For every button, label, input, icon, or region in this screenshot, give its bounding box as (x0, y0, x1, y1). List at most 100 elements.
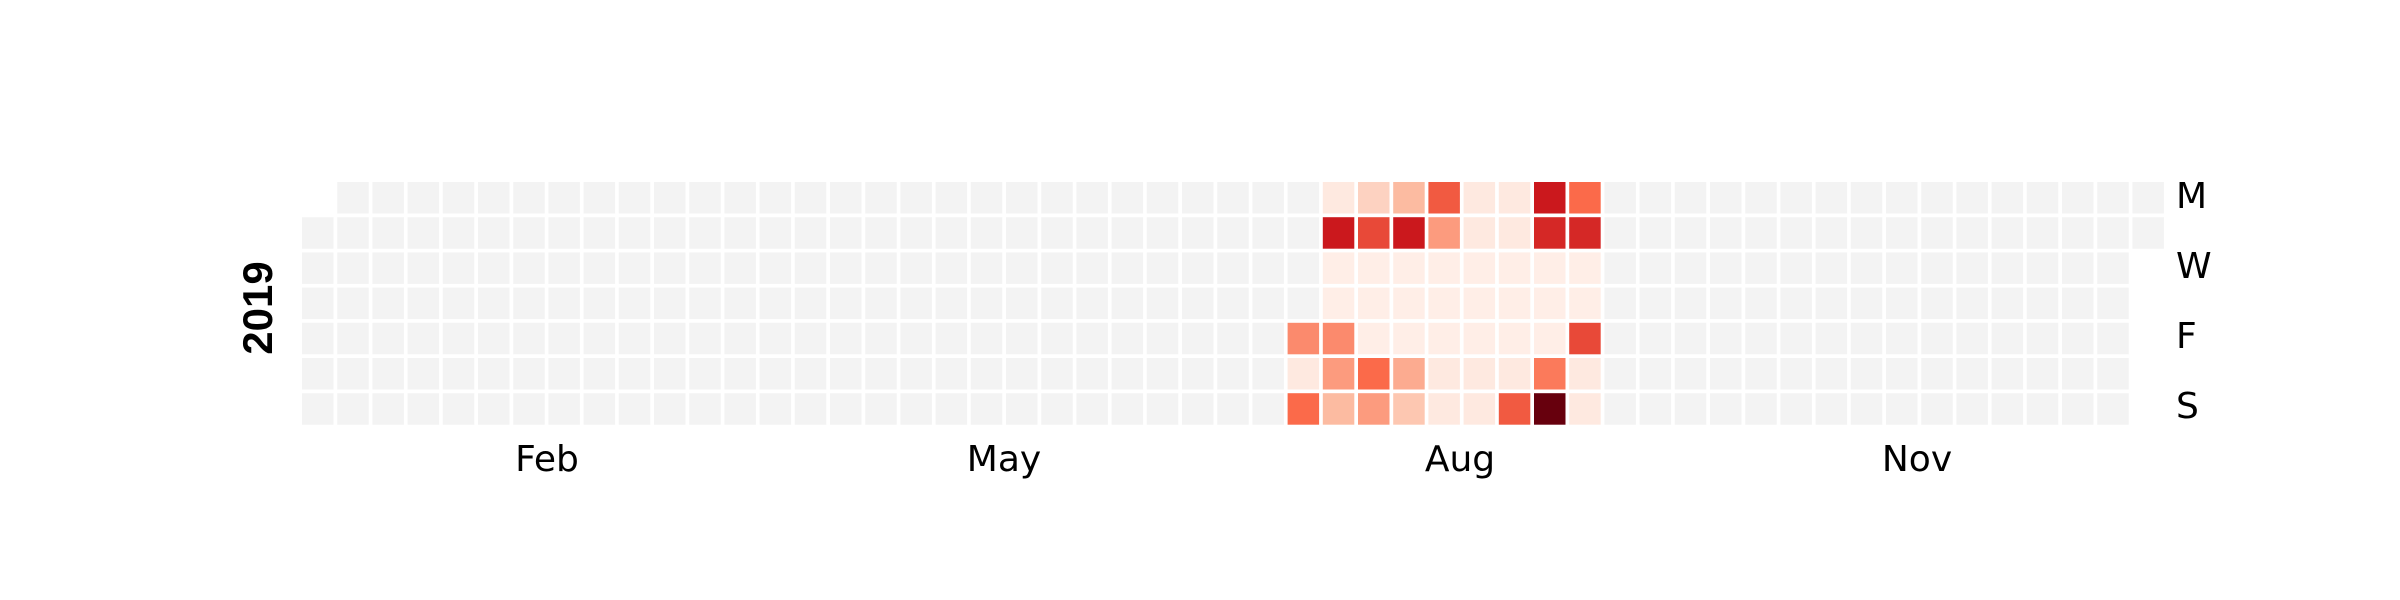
heatmap-cell (1358, 287, 1390, 320)
heatmap-cell (689, 287, 721, 320)
heatmap-cell (407, 252, 440, 284)
heatmap-cell (1322, 182, 1355, 214)
heatmap-cell (1674, 217, 1707, 249)
heatmap-cell (1076, 252, 1108, 284)
heatmap-cell (1358, 393, 1390, 425)
heatmap-cell (1287, 393, 1320, 425)
heatmap-cell (1006, 393, 1038, 425)
heatmap-cell (1921, 252, 1953, 284)
heatmap-cell (1182, 252, 1214, 284)
heatmap-cell (513, 322, 545, 355)
heatmap-cell (1956, 358, 1988, 390)
heatmap-cell (1217, 182, 1249, 214)
heatmap-cell (1921, 217, 1953, 249)
heatmap-cell (478, 287, 510, 320)
heatmap-cell (794, 252, 827, 284)
heatmap-cell (759, 217, 792, 249)
heatmap-cell (759, 182, 792, 214)
heatmap-cell (1463, 393, 1496, 425)
heatmap-cell (1111, 322, 1144, 355)
heatmap-cell (1991, 182, 2024, 214)
heatmap-cell (1674, 322, 1707, 355)
heatmap-cell (337, 287, 369, 320)
heatmap-cell (2062, 393, 2094, 425)
heatmap-cell (724, 322, 756, 355)
heatmap-cell (1076, 393, 1108, 425)
heatmap-cell (1639, 252, 1672, 284)
heatmap-cell (1393, 252, 1425, 284)
heatmap-cell (1780, 182, 1812, 214)
heatmap-cell (1322, 252, 1355, 284)
heatmap-cell (407, 217, 440, 249)
heatmap-cell (1146, 358, 1179, 390)
heatmap-cell (1815, 252, 1848, 284)
heatmap-cell (583, 287, 616, 320)
heatmap-cell (1886, 393, 1918, 425)
heatmap-cell (759, 287, 792, 320)
heatmap-cell (689, 182, 721, 214)
heatmap-cell (830, 217, 862, 249)
heatmap-cell (2026, 393, 2059, 425)
heatmap-cell (654, 393, 686, 425)
heatmap-cell (1534, 252, 1566, 284)
weekday-label: M (2176, 176, 2207, 217)
heatmap-cell (302, 358, 334, 390)
heatmap-cell (1463, 182, 1496, 214)
heatmap-cells (302, 182, 2164, 425)
heatmap-cell (1991, 252, 2024, 284)
heatmap-cell (1745, 252, 1777, 284)
heatmap-cell (1745, 393, 1777, 425)
heatmap-cell (1921, 182, 1953, 214)
heatmap-cell (1287, 287, 1320, 320)
heatmap-cell (1886, 252, 1918, 284)
heatmap-cell (794, 322, 827, 355)
heatmap-cell (1780, 287, 1812, 320)
heatmap-cell (865, 358, 897, 390)
heatmap-cell (1674, 358, 1707, 390)
heatmap-cell (1041, 182, 1073, 214)
heatmap-cell (900, 182, 932, 214)
heatmap-cell (759, 393, 792, 425)
heatmap-cell (1146, 217, 1179, 249)
heatmap-cell (1111, 358, 1144, 390)
heatmap-cell (2097, 217, 2129, 249)
heatmap-cell (1146, 182, 1179, 214)
heatmap-cell (372, 182, 404, 214)
heatmap-cell (759, 358, 792, 390)
heatmap-cell (1569, 182, 1601, 214)
heatmap-cell (1111, 393, 1144, 425)
heatmap-cell (689, 217, 721, 249)
heatmap-cell (865, 393, 897, 425)
year-label: 2019 (234, 261, 281, 354)
heatmap-cell (830, 393, 862, 425)
heatmap-cell (2062, 182, 2094, 214)
heatmap-cell (478, 322, 510, 355)
heatmap-cell (1287, 217, 1320, 249)
heatmap-cell (372, 358, 404, 390)
heatmap-cell (1358, 182, 1390, 214)
heatmap-cell (1006, 322, 1038, 355)
heatmap-cell (1322, 322, 1355, 355)
heatmap-cell (1322, 287, 1355, 320)
heatmap-cell (1358, 217, 1390, 249)
heatmap-cell (1604, 252, 1636, 284)
heatmap-cell (900, 322, 932, 355)
heatmap-cell (1991, 393, 2024, 425)
heatmap-cell (1850, 217, 1883, 249)
heatmap-cell (1182, 287, 1214, 320)
heatmap-cell (513, 287, 545, 320)
heatmap-cell (1428, 322, 1460, 355)
heatmap-cell (1182, 322, 1214, 355)
heatmap-cell (337, 322, 369, 355)
heatmap-cell (1252, 252, 1284, 284)
heatmap-cell (1639, 182, 1672, 214)
heatmap-cell (1604, 358, 1636, 390)
heatmap-cell (337, 393, 369, 425)
month-label: May (967, 439, 1041, 480)
heatmap-cell (1393, 287, 1425, 320)
heatmap-cell (1569, 252, 1601, 284)
heatmap-cell (794, 358, 827, 390)
heatmap-cell (900, 358, 932, 390)
weekday-label: F (2176, 316, 2197, 357)
